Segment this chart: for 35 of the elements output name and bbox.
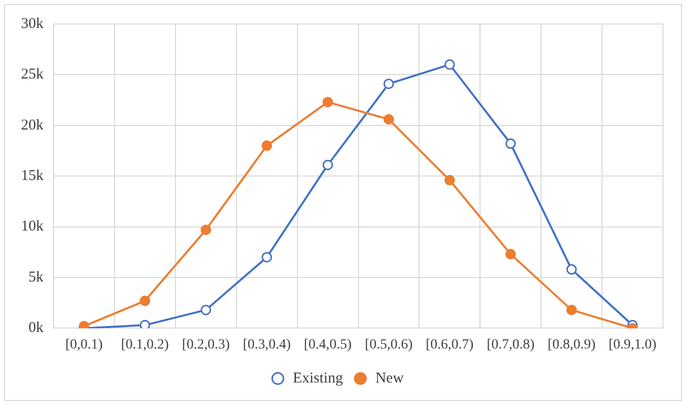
y-tick-label: 25k — [21, 66, 44, 83]
point — [322, 160, 334, 170]
x-tick-label: [0.6,0.7) — [426, 337, 474, 352]
x-tick-label: [0.5,0.6) — [364, 337, 413, 352]
y-tick-label: 0k — [28, 320, 44, 336]
point — [566, 304, 577, 316]
point — [444, 59, 455, 70]
point — [140, 296, 150, 306]
point — [262, 252, 272, 262]
x-tick-label: [0.2,0.3) — [182, 337, 230, 352]
y-tick-label: 10k — [21, 218, 44, 235]
point — [505, 248, 516, 260]
x-tick-label: [0.7,0.8) — [486, 337, 535, 352]
x-tick-label: [0.4,0.5) — [304, 337, 352, 352]
y-tick-label: 15k — [21, 168, 44, 184]
point — [383, 114, 394, 125]
point — [566, 264, 577, 275]
point — [322, 96, 334, 108]
x-tick-label: [0.1,0.2) — [121, 337, 170, 352]
point — [444, 174, 455, 186]
point — [505, 138, 516, 149]
point — [262, 140, 272, 151]
legend-label: Existing — [292, 370, 344, 386]
legend-label: New — [375, 370, 404, 386]
y-tick-label: 5k — [28, 269, 44, 286]
point — [383, 78, 394, 90]
y-tick-label: 20k — [21, 117, 44, 134]
y-tick-label: 30k — [21, 16, 44, 32]
x-tick-label: [0.3,0.4) — [242, 337, 292, 352]
point — [200, 224, 212, 236]
point — [140, 320, 150, 328]
x-tick-label: [0,0.1) — [65, 337, 103, 352]
x-tick-label: [0.9,1.0) — [608, 337, 657, 352]
x-tick-label: [0.8,0.9) — [548, 337, 596, 352]
point — [200, 304, 212, 316]
